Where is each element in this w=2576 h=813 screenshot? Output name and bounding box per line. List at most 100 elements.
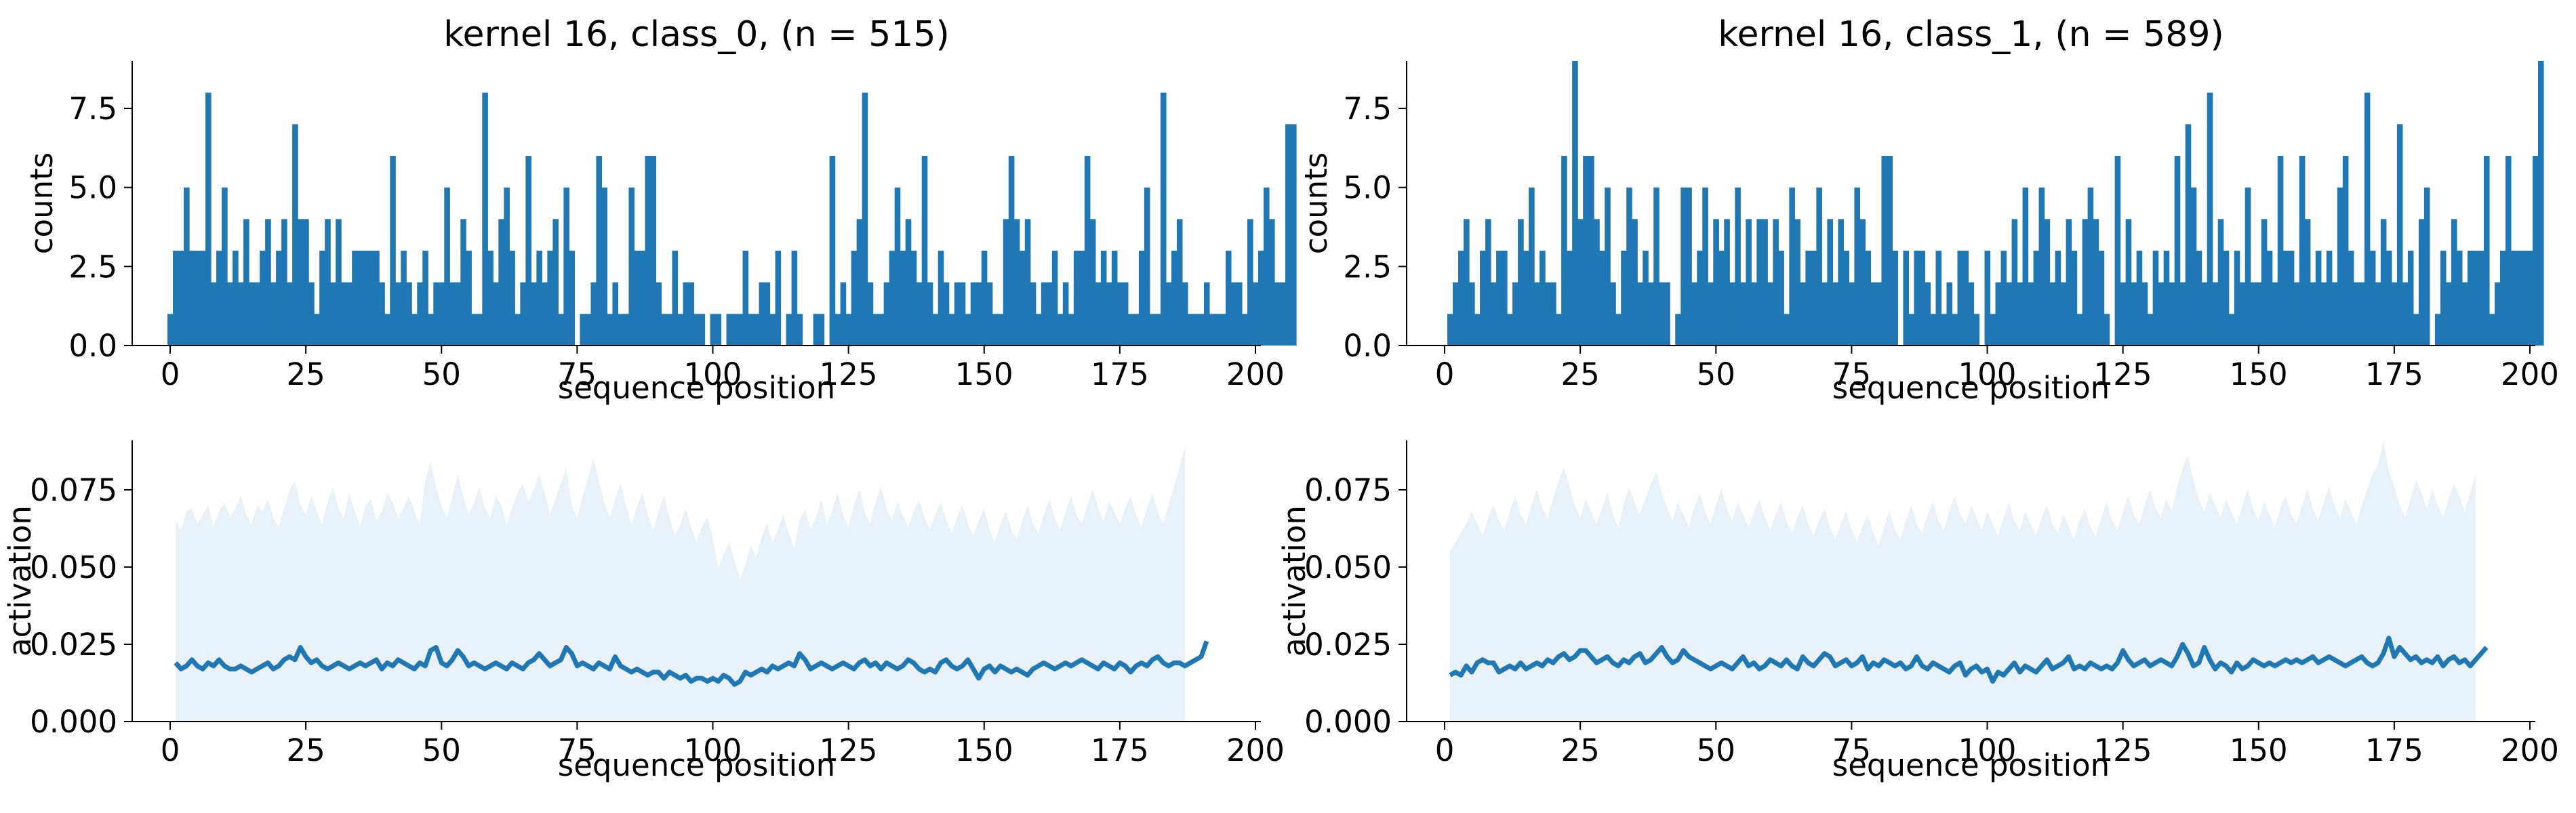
histogram-bar: [1469, 282, 1475, 346]
histogram-bar: [580, 314, 586, 346]
histogram-bar: [352, 251, 358, 346]
mean-activation-line: [174, 640, 1209, 687]
histogram-bar: [2060, 282, 2067, 346]
histogram-bar: [2190, 187, 2197, 346]
histogram-class-1: kernel 16, class_1, (n = 589) sequence p…: [1298, 14, 2559, 406]
histogram-bar: [1572, 61, 1578, 346]
x-tick-label: 150: [955, 732, 1013, 768]
histogram-bar: [2011, 219, 2018, 346]
histogram-bar: [2304, 219, 2311, 346]
histogram-bar: [211, 282, 217, 346]
histogram-bar: [1019, 251, 1026, 346]
histogram-bar: [2239, 282, 2246, 346]
histogram-bar: [634, 251, 641, 346]
histogram-bar: [2331, 282, 2338, 346]
histogram-bar: [1843, 251, 1849, 346]
histogram-bar: [411, 314, 418, 346]
histogram-bar: [1756, 219, 1763, 346]
histogram-bar: [1264, 187, 1270, 346]
histogram-bar: [1192, 314, 1199, 346]
histogram-bar: [737, 314, 744, 346]
histogram-bar: [2250, 282, 2257, 346]
histogram-bar: [1583, 156, 1589, 346]
histogram-bar: [1024, 219, 1031, 346]
histogram-bar: [867, 282, 874, 346]
y-tick-label: 0.050: [1304, 549, 1392, 585]
y-axis-label: counts: [24, 152, 60, 254]
histogram-bar: [238, 282, 244, 346]
x-tick-label: 50: [422, 356, 461, 392]
histogram-bar: [2353, 282, 2360, 346]
y-tick-label: 2.5: [68, 249, 117, 285]
histogram-bar: [466, 251, 472, 346]
y-tick-label: 7.5: [1343, 91, 1392, 127]
histogram-bar: [2131, 282, 2137, 346]
histogram-bar: [439, 282, 445, 346]
x-tick-label: 175: [2365, 732, 2423, 768]
histogram-bar: [1718, 251, 1725, 346]
histogram-bar: [2234, 251, 2240, 346]
histogram-bar: [2440, 251, 2447, 346]
histogram-bar: [1220, 314, 1226, 346]
histogram-bar: [2169, 282, 2175, 346]
histogram-bar: [2505, 156, 2512, 346]
histogram-bar: [1800, 282, 1806, 346]
histogram-bar: [2288, 251, 2295, 346]
histogram-bar: [862, 92, 868, 346]
x-tick-label: 100: [684, 732, 742, 768]
histogram-bar: [1621, 251, 1627, 346]
histogram-bar: [2071, 251, 2078, 346]
x-tick-label: 100: [684, 356, 742, 392]
x-tick-label: 25: [1561, 732, 1600, 768]
histogram-bar: [1084, 156, 1091, 346]
histogram-bar: [1567, 251, 1573, 346]
histogram-bar: [2093, 219, 2099, 346]
histogram-bar: [460, 219, 466, 346]
histogram-bar: [1849, 282, 1855, 346]
histogram-bar: [1577, 219, 1584, 346]
histogram-bar: [200, 251, 206, 346]
x-tick-label: 50: [1697, 356, 1735, 392]
histogram-bar: [1919, 251, 1926, 346]
histogram-bar: [2272, 282, 2278, 346]
histogram-bar: [889, 251, 895, 346]
histogram-bar: [954, 282, 961, 346]
histogram-bar: [2478, 251, 2484, 346]
histogram-bar: [1447, 314, 1453, 346]
histogram-bar: [2055, 251, 2061, 346]
histogram-bar: [1138, 251, 1145, 346]
x-tick-label: 25: [287, 732, 325, 768]
histogram-bar: [677, 314, 684, 346]
x-tick-label: 200: [2501, 732, 2559, 768]
y-tick-label: 0.000: [30, 704, 117, 740]
histogram-bar: [346, 282, 353, 346]
histogram-bar: [1269, 219, 1275, 346]
histogram-bar: [298, 219, 304, 346]
histogram-bar: [943, 282, 950, 346]
histogram-bar: [417, 282, 423, 346]
activation-class-1: sequence position activation 0 25 50 75 100 1…: [1276, 440, 2559, 783]
histogram-bar: [2375, 282, 2381, 346]
histogram-bar: [1643, 251, 1649, 346]
histogram-bar: [1632, 219, 1638, 346]
x-tick-label: 125: [820, 732, 878, 768]
x-tick-label: 50: [1697, 732, 1735, 768]
histogram-bar: [2342, 156, 2349, 346]
histogram-bar: [1209, 314, 1215, 346]
histogram-bar: [596, 156, 603, 346]
histogram-bar: [173, 251, 179, 346]
histogram-bar: [1095, 282, 1102, 346]
y-tick-label: 5.0: [68, 170, 117, 206]
histogram-bar: [1594, 219, 1600, 346]
histogram-bar: [1171, 251, 1178, 346]
histogram-bar: [1182, 282, 1188, 346]
histogram-bar: [2299, 156, 2306, 346]
histogram-bar: [2228, 314, 2235, 346]
histogram-bar: [1724, 219, 1730, 346]
histogram-bar: [1827, 219, 1833, 346]
histogram-bar: [2196, 251, 2202, 346]
histogram-bar: [834, 314, 841, 346]
histogram-bar: [590, 282, 597, 346]
histogram-bar: [769, 314, 776, 346]
